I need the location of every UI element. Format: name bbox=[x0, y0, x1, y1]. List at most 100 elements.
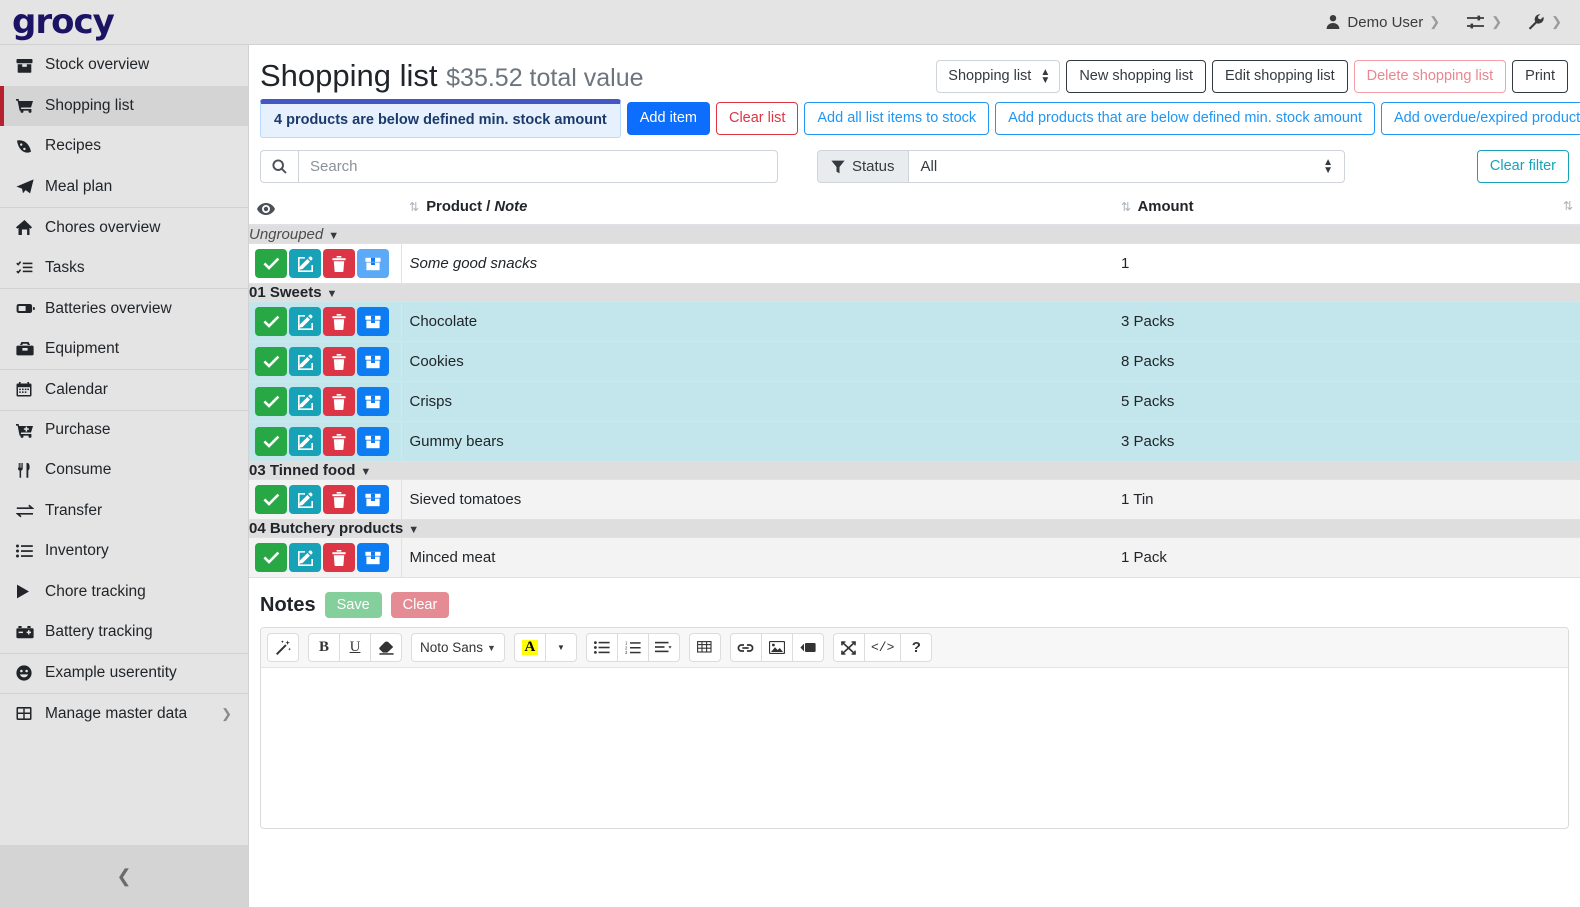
chevron-down-icon[interactable]: ▼ bbox=[544, 633, 577, 662]
sidebar-item-inventory[interactable]: Inventory bbox=[0, 531, 248, 572]
clear-filter-button[interactable]: Clear filter bbox=[1476, 150, 1569, 183]
code-view-icon[interactable]: </> bbox=[863, 633, 902, 662]
table-group-header-cell[interactable]: 04 Butchery products ▼ bbox=[249, 519, 1580, 538]
add-to-stock-button[interactable] bbox=[357, 427, 389, 456]
sidebar-item-shopping-list[interactable]: Shopping list bbox=[0, 85, 248, 126]
edit-item-button[interactable] bbox=[289, 485, 321, 514]
add-to-stock-button[interactable] bbox=[357, 387, 389, 416]
tools-menu[interactable]: ❯ bbox=[1528, 14, 1562, 30]
edit-item-button[interactable] bbox=[289, 427, 321, 456]
unordered-list-icon[interactable] bbox=[585, 633, 618, 662]
notes-editor-body[interactable] bbox=[261, 668, 1568, 828]
sidebar-item-example-userentity[interactable]: Example userentity bbox=[0, 652, 248, 694]
table-group-header-cell[interactable]: 03 Tinned food ▼ bbox=[249, 461, 1580, 480]
column-header-product[interactable]: ⇅ Product / Note bbox=[401, 193, 1113, 226]
image-icon[interactable] bbox=[760, 633, 793, 662]
add-overdue-expired-products-button[interactable]: Add overdue/expired products bbox=[1380, 102, 1580, 135]
add-item-button[interactable]: Add item bbox=[626, 102, 710, 135]
sidebar-item-stock-overview[interactable]: Stock overview bbox=[0, 45, 248, 86]
mark-done-button[interactable] bbox=[255, 543, 287, 572]
add-below-min-stock-products-button[interactable]: Add products that are below defined min.… bbox=[995, 102, 1375, 135]
user-menu[interactable]: Demo User ❯ bbox=[1325, 14, 1440, 31]
status-select[interactable]: All ▲ ▼ bbox=[907, 150, 1345, 183]
add-all-list-items-to-stock-button[interactable]: Add all list items to stock bbox=[804, 102, 990, 135]
search-input[interactable] bbox=[298, 150, 778, 183]
help-icon[interactable]: ? bbox=[900, 633, 933, 662]
fullscreen-icon[interactable] bbox=[832, 633, 865, 662]
brand-logo[interactable]: grocy bbox=[0, 0, 249, 45]
new-shopping-list-button[interactable]: New shopping list bbox=[1066, 60, 1206, 93]
sidebar-item-recipes[interactable]: Recipes bbox=[0, 126, 248, 167]
column-header-visibility[interactable] bbox=[249, 193, 401, 226]
table-group-header-cell[interactable]: Ungrouped ▼ bbox=[249, 225, 1580, 244]
delete-shopping-list-button[interactable]: Delete shopping list bbox=[1353, 60, 1507, 93]
status-filter-label[interactable]: Status bbox=[817, 150, 908, 183]
sidebar-item-calendar[interactable]: Calendar bbox=[0, 369, 248, 410]
print-button[interactable]: Print bbox=[1512, 60, 1568, 93]
sidebar-item-battery-tracking[interactable]: Battery tracking bbox=[0, 612, 248, 653]
mark-done-button[interactable] bbox=[255, 347, 287, 376]
table-group-header[interactable]: 04 Butchery products ▼ bbox=[249, 519, 1580, 538]
mark-done-button[interactable] bbox=[255, 307, 287, 336]
delete-item-button[interactable] bbox=[323, 249, 355, 278]
table-group-header[interactable]: Ungrouped ▼ bbox=[249, 225, 1580, 244]
sort-icon[interactable]: ⇅ bbox=[1121, 200, 1131, 214]
sidebar-item-chore-tracking[interactable]: Chore tracking bbox=[0, 572, 248, 613]
sidebar-item-tasks[interactable]: Tasks bbox=[0, 248, 248, 289]
sidebar-item-purchase[interactable]: Purchase bbox=[0, 409, 248, 451]
paragraph-align-icon[interactable] bbox=[647, 633, 680, 662]
add-to-stock-button[interactable] bbox=[357, 347, 389, 376]
magic-wand-icon[interactable] bbox=[267, 633, 299, 662]
clear-list-button[interactable]: Clear list bbox=[715, 102, 799, 135]
delete-item-button[interactable] bbox=[323, 387, 355, 416]
table-icon[interactable] bbox=[688, 633, 721, 662]
table-row[interactable]: Sieved tomatoes 1 Tin bbox=[249, 479, 1580, 520]
table-group-header-cell[interactable]: 01 Sweets ▼ bbox=[249, 283, 1580, 302]
table-row[interactable]: Some good snacks 1 bbox=[249, 243, 1580, 284]
chevron-down-icon[interactable]: ▼ bbox=[360, 466, 372, 478]
column-header-amount[interactable]: ⇅ Amount ⇅ bbox=[1113, 193, 1580, 226]
delete-item-button[interactable] bbox=[323, 485, 355, 514]
sort-icon-right[interactable]: ⇅ bbox=[1562, 199, 1573, 213]
shopping-list-selector[interactable]: Shopping list ▲ ▼ bbox=[936, 60, 1061, 93]
edit-item-button[interactable] bbox=[289, 387, 321, 416]
video-icon[interactable] bbox=[791, 633, 824, 662]
settings-menu[interactable]: ❯ bbox=[1466, 14, 1502, 30]
sidebar-item-meal-plan[interactable]: Meal plan bbox=[0, 167, 248, 208]
mark-done-button[interactable] bbox=[255, 485, 287, 514]
delete-item-button[interactable] bbox=[323, 543, 355, 572]
add-to-stock-button[interactable] bbox=[357, 307, 389, 336]
mark-done-button[interactable] bbox=[255, 427, 287, 456]
font-family-select[interactable]: Noto Sans ▼ bbox=[411, 633, 505, 662]
eye-icon[interactable] bbox=[257, 203, 393, 215]
table-group-header[interactable]: 01 Sweets ▼ bbox=[249, 283, 1580, 302]
sidebar-item-consume[interactable]: Consume bbox=[0, 450, 248, 491]
link-icon[interactable] bbox=[729, 633, 762, 662]
delete-item-button[interactable] bbox=[323, 347, 355, 376]
delete-item-button[interactable] bbox=[323, 307, 355, 336]
sidebar-item-equipment[interactable]: Equipment bbox=[0, 329, 248, 370]
mark-done-button[interactable] bbox=[255, 387, 287, 416]
sidebar-collapse-button[interactable]: ❮ bbox=[0, 845, 248, 907]
chevron-down-icon[interactable]: ▼ bbox=[326, 288, 338, 300]
notes-clear-button[interactable]: Clear bbox=[390, 592, 450, 618]
sidebar-item-manage-master-data[interactable]: Manage master data ❯ bbox=[0, 693, 248, 734]
add-to-stock-button[interactable] bbox=[357, 249, 389, 278]
add-to-stock-button[interactable] bbox=[357, 543, 389, 572]
eraser-icon[interactable] bbox=[370, 633, 402, 662]
table-row[interactable]: Cookies 8 Packs bbox=[249, 341, 1580, 382]
edit-shopping-list-button[interactable]: Edit shopping list bbox=[1211, 60, 1348, 93]
delete-item-button[interactable] bbox=[323, 427, 355, 456]
chevron-down-icon[interactable]: ▼ bbox=[408, 524, 420, 536]
sort-icon[interactable]: ⇅ bbox=[409, 200, 419, 214]
table-row[interactable]: Chocolate 3 Packs bbox=[249, 301, 1580, 342]
edit-item-button[interactable] bbox=[289, 347, 321, 376]
underline-icon[interactable]: U bbox=[339, 633, 371, 662]
bold-icon[interactable]: B bbox=[308, 633, 340, 662]
sidebar-item-transfer[interactable]: Transfer bbox=[0, 491, 248, 532]
highlight-color-icon[interactable]: A bbox=[513, 633, 546, 662]
sidebar-item-batteries-overview[interactable]: Batteries overview bbox=[0, 288, 248, 329]
add-to-stock-button[interactable] bbox=[357, 485, 389, 514]
edit-item-button[interactable] bbox=[289, 249, 321, 278]
